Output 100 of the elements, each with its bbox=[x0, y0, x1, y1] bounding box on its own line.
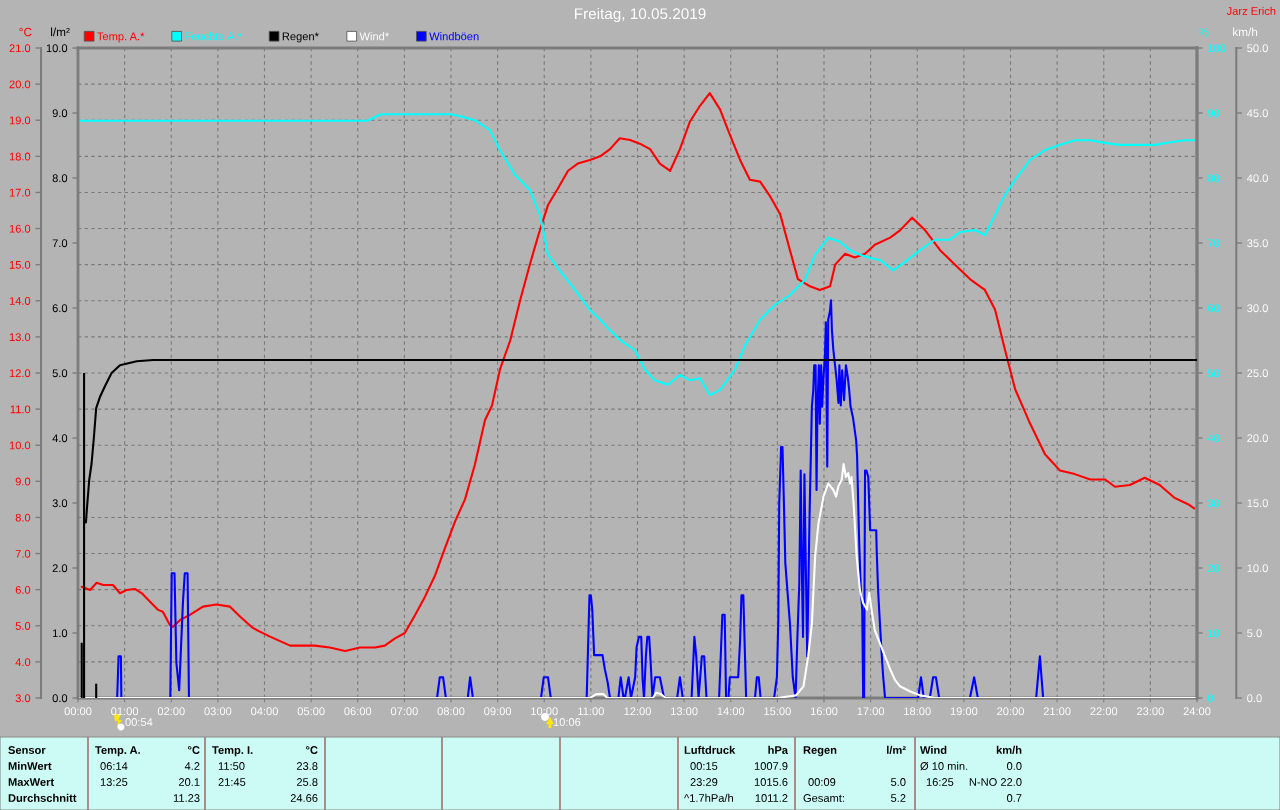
text: Ø 10 min. bbox=[920, 761, 968, 771]
y3-tick-label: 4.0 bbox=[52, 434, 68, 443]
y-tick-label: 7.0 bbox=[15, 549, 31, 558]
text: Luftdruck bbox=[684, 745, 736, 754]
text: 0.7 bbox=[1006, 794, 1022, 802]
text: Regen bbox=[803, 746, 837, 757]
y3-tick-label: 10.0 bbox=[46, 44, 68, 53]
y-tick-label: 8.0 bbox=[15, 513, 31, 522]
y-tick-label: 18.0 bbox=[9, 152, 31, 161]
text: 11:50 bbox=[218, 762, 245, 770]
x-tick-label: 16:00 bbox=[810, 707, 838, 716]
y-tick-label: 9.0 bbox=[15, 477, 31, 486]
text: Wind bbox=[920, 745, 947, 754]
text: 1007.9 bbox=[754, 762, 788, 770]
text: 20.1 bbox=[178, 778, 200, 786]
y-tick-label: 50.0 bbox=[1247, 44, 1268, 53]
x-tick-label: 03:00 bbox=[204, 707, 232, 716]
y3-tick-label: 0.0 bbox=[52, 694, 68, 703]
y-tick-label: 21.0 bbox=[9, 44, 31, 53]
x-tick-label: 07:00 bbox=[390, 707, 418, 716]
text: 16:25 bbox=[926, 778, 954, 786]
text: 06:14 bbox=[100, 762, 128, 770]
legend-label: Feuchte A.* bbox=[185, 32, 242, 41]
y3-axis-title: l/m² bbox=[51, 27, 70, 37]
text: Jarz Erich bbox=[1226, 6, 1276, 15]
text: 13:25 bbox=[100, 778, 128, 786]
y-tick-label: 4.0 bbox=[15, 658, 31, 667]
text: 11.23 bbox=[173, 794, 200, 802]
text: 00:54 bbox=[125, 718, 153, 726]
y2-tick-label: 90 bbox=[1207, 109, 1220, 118]
x-tick-label: 24:00 bbox=[1183, 707, 1211, 716]
x-tick-label: 22:00 bbox=[1090, 707, 1118, 716]
text: 25.8 bbox=[296, 778, 318, 786]
y2-tick-label: 80 bbox=[1207, 174, 1220, 183]
y2-tick-label: 40 bbox=[1207, 434, 1220, 443]
y-tick-label: 0.0 bbox=[1247, 694, 1262, 703]
text: 00:09 bbox=[808, 778, 836, 786]
text: 0.0 bbox=[1006, 762, 1022, 770]
y-tick-label: 5.0 bbox=[1247, 629, 1262, 638]
y-tick-label: 25.0 bbox=[1247, 369, 1268, 378]
x-tick-label: 09:00 bbox=[484, 707, 512, 716]
text: 1015.6 bbox=[754, 778, 788, 786]
y-tick-label: 40.0 bbox=[1246, 174, 1268, 183]
y-tick-label: 35.0 bbox=[1247, 239, 1268, 248]
text: 10:06 bbox=[553, 718, 581, 726]
y-axis-title: °C bbox=[19, 27, 32, 37]
x-tick-label: 05:00 bbox=[297, 707, 325, 716]
y-tick-label: 12.0 bbox=[9, 369, 31, 378]
x-tick-label: 17:00 bbox=[857, 707, 885, 716]
y-tick-label: 45.0 bbox=[1246, 109, 1268, 118]
y-tick-label: 14.0 bbox=[9, 297, 31, 305]
text: 5.0 bbox=[891, 778, 906, 786]
text: 4.2 bbox=[184, 762, 200, 770]
legend-label: Wind* bbox=[359, 32, 389, 41]
y2-tick-label: 10 bbox=[1208, 629, 1220, 638]
y2-tick-label: 50 bbox=[1207, 369, 1220, 378]
y-tick-label: 3.0 bbox=[15, 694, 31, 703]
y2-tick-label: 70 bbox=[1207, 239, 1220, 248]
y-tick-label: 6.0 bbox=[15, 585, 31, 594]
y-tick-label: 17.0 bbox=[9, 188, 31, 197]
text: hPa bbox=[768, 745, 789, 754]
y-tick-label: 10.0 bbox=[1247, 564, 1268, 573]
y2-tick-label: 0 bbox=[1207, 694, 1214, 703]
text: l/m² bbox=[887, 745, 906, 755]
y-tick-label: 13.0 bbox=[9, 333, 31, 342]
y-axis-title: km/h bbox=[1233, 27, 1258, 37]
text: Durchschnitt bbox=[8, 793, 77, 802]
legend-label: Temp. A.* bbox=[97, 32, 145, 43]
x-tick-label: 08:00 bbox=[437, 707, 465, 716]
y2-tick-label: 100 bbox=[1208, 44, 1226, 53]
text: MinWert bbox=[8, 761, 52, 770]
y-tick-label: 16.0 bbox=[9, 224, 31, 233]
text: Temp. I. bbox=[212, 746, 253, 757]
text: Sensor bbox=[8, 746, 46, 754]
x-tick-label: 18:00 bbox=[904, 707, 931, 716]
text: Temp. A. bbox=[95, 746, 140, 757]
y3-tick-label: 6.0 bbox=[52, 304, 68, 313]
x-tick-label: 01:00 bbox=[111, 707, 139, 716]
y3-tick-label: 3.0 bbox=[52, 499, 68, 508]
y3-tick-label: 8.0 bbox=[52, 174, 68, 183]
x-tick-label: 14:00 bbox=[717, 707, 745, 716]
chart-title: Freitag, 10.05.2019 bbox=[575, 7, 706, 23]
x-tick-label: 13:00 bbox=[671, 707, 698, 716]
text: 1011.2 bbox=[755, 794, 788, 802]
x-tick-label: 04:00 bbox=[251, 707, 278, 716]
text: °C bbox=[188, 746, 200, 754]
text: 00:15 bbox=[690, 762, 718, 770]
text: N-NO 22.0 bbox=[969, 778, 1022, 786]
y2-tick-label: 20 bbox=[1207, 564, 1220, 573]
y-tick-label: 15.0 bbox=[1247, 499, 1268, 508]
y-tick-label: 20.0 bbox=[1247, 434, 1268, 443]
y-tick-label: 5.0 bbox=[15, 622, 31, 630]
x-tick-label: 11:00 bbox=[578, 707, 604, 716]
legend-label: Windböen bbox=[429, 32, 479, 41]
y3-tick-label: 5.0 bbox=[52, 369, 68, 378]
text: 5.2 bbox=[891, 794, 906, 802]
text: 23.8 bbox=[296, 762, 318, 770]
text: 23:29 bbox=[690, 778, 718, 786]
y3-tick-label: 1.0 bbox=[52, 629, 68, 638]
x-tick-label: 20:00 bbox=[997, 707, 1024, 716]
